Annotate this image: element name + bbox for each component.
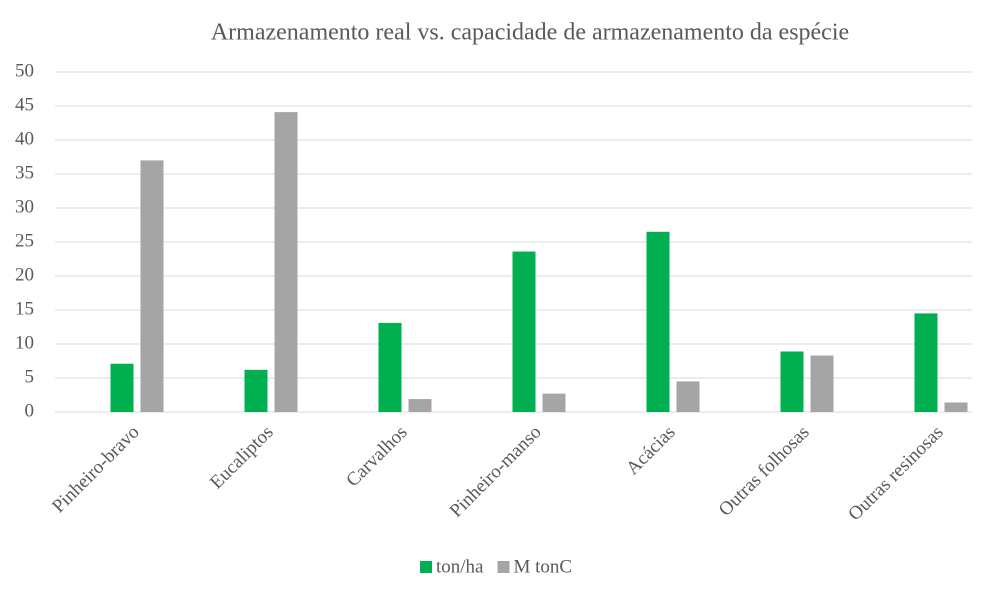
bar bbox=[944, 402, 968, 412]
bar bbox=[140, 160, 164, 412]
y-tick-label: 25 bbox=[15, 230, 34, 251]
bar bbox=[780, 351, 804, 412]
legend-label: ton/ha bbox=[436, 556, 484, 577]
y-tick-label: 10 bbox=[15, 332, 34, 353]
bar bbox=[244, 369, 268, 412]
bar bbox=[646, 231, 670, 412]
y-tick-label: 20 bbox=[15, 264, 34, 285]
y-tick-label: 45 bbox=[15, 94, 34, 115]
x-tick-label: Eucaliptos bbox=[206, 422, 278, 494]
legend-label: M tonC bbox=[514, 556, 573, 577]
bar bbox=[542, 393, 566, 412]
legend-swatch bbox=[420, 561, 432, 573]
bar bbox=[378, 322, 402, 412]
x-tick-label: Acácias bbox=[622, 422, 679, 479]
chart-title: Armazenamento real vs. capacidade de arm… bbox=[211, 20, 849, 46]
y-tick-label: 50 bbox=[15, 60, 34, 81]
bar bbox=[914, 313, 938, 412]
x-tick-label: Outras folhosas bbox=[715, 422, 814, 521]
bar bbox=[408, 399, 432, 412]
y-tick-label: 15 bbox=[15, 298, 34, 319]
x-tick-label: Carvalhos bbox=[342, 422, 411, 491]
y-tick-label: 40 bbox=[15, 128, 34, 149]
legend-swatch bbox=[497, 561, 510, 573]
bar bbox=[512, 251, 536, 412]
x-tick-label: Outras resinosas bbox=[844, 422, 947, 525]
y-tick-label: 5 bbox=[25, 366, 35, 387]
x-tick-label: Pinheiro-bravo bbox=[48, 422, 143, 517]
x-tick-label: Pinheiro-manso bbox=[446, 422, 546, 522]
y-tick-label: 0 bbox=[25, 400, 35, 421]
bar bbox=[110, 363, 134, 412]
y-tick-label: 35 bbox=[15, 162, 34, 183]
bar bbox=[810, 355, 834, 412]
bar bbox=[274, 112, 298, 413]
bar bbox=[676, 381, 700, 412]
y-tick-label: 30 bbox=[15, 196, 34, 217]
